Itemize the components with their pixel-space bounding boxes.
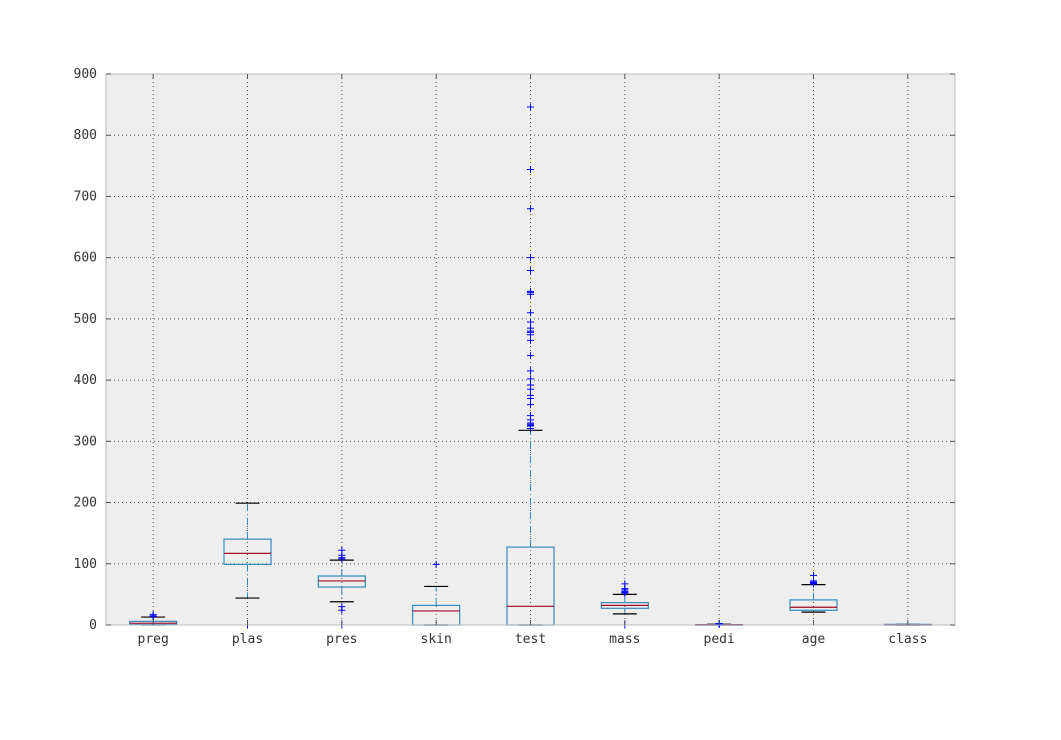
outlier-point (527, 367, 534, 375)
y-tick-label: 800 (74, 128, 97, 143)
outlier-point (432, 560, 440, 568)
x-tick-label-age: age (802, 632, 826, 647)
outlier-point (527, 375, 534, 383)
outlier-point (527, 166, 534, 174)
y-tick-label: 0 (89, 618, 97, 633)
outlier-point (527, 267, 534, 275)
axis-ticks: 0 100 200 300 400 500 600 700 800 900 preg plas pres… (74, 67, 955, 647)
outlier-point (527, 287, 534, 295)
outlier-point (527, 381, 534, 389)
x-tick-label-preg: preg (138, 632, 169, 647)
x-tick-label-plas: plas (232, 632, 263, 647)
iqr-box (317, 575, 366, 588)
outlier-point (527, 391, 534, 399)
x-tick-label-pres: pres (326, 632, 357, 647)
x-tick-label-test: test (515, 632, 546, 647)
outlier-point (527, 309, 534, 317)
x-tick-label-pedi: pedi (704, 632, 735, 647)
x-tick-label-skin: skin (421, 632, 452, 647)
y-tick-label: 500 (74, 312, 97, 327)
outlier-point (621, 580, 629, 588)
x-tick-label-mass: mass (609, 632, 640, 647)
outlier-point (527, 205, 534, 213)
y-tick-label: 400 (74, 373, 97, 388)
outlier-point (149, 611, 157, 619)
x-tick-label-class: class (888, 632, 927, 647)
outlier-point (527, 254, 534, 262)
iqr-box (223, 538, 272, 565)
y-tick-label: 700 (74, 189, 97, 204)
outlier-point (527, 352, 534, 360)
outlier-point (338, 603, 346, 611)
outlier-point (527, 324, 534, 332)
outlier-point (338, 546, 346, 554)
outlier-point (527, 103, 534, 111)
outlier-point (527, 412, 534, 420)
outlier-point (810, 571, 817, 579)
y-tick-label: 900 (74, 67, 97, 82)
outlier-point (527, 318, 534, 326)
box-plas (223, 502, 272, 629)
y-tick-label: 300 (74, 434, 97, 449)
y-tick-label: 600 (74, 251, 97, 266)
outlier-point (527, 401, 534, 409)
y-tick-label: 100 (74, 557, 97, 572)
box-age (789, 571, 838, 613)
iqr-box (789, 599, 838, 611)
y-tick-label: 200 (74, 496, 97, 511)
